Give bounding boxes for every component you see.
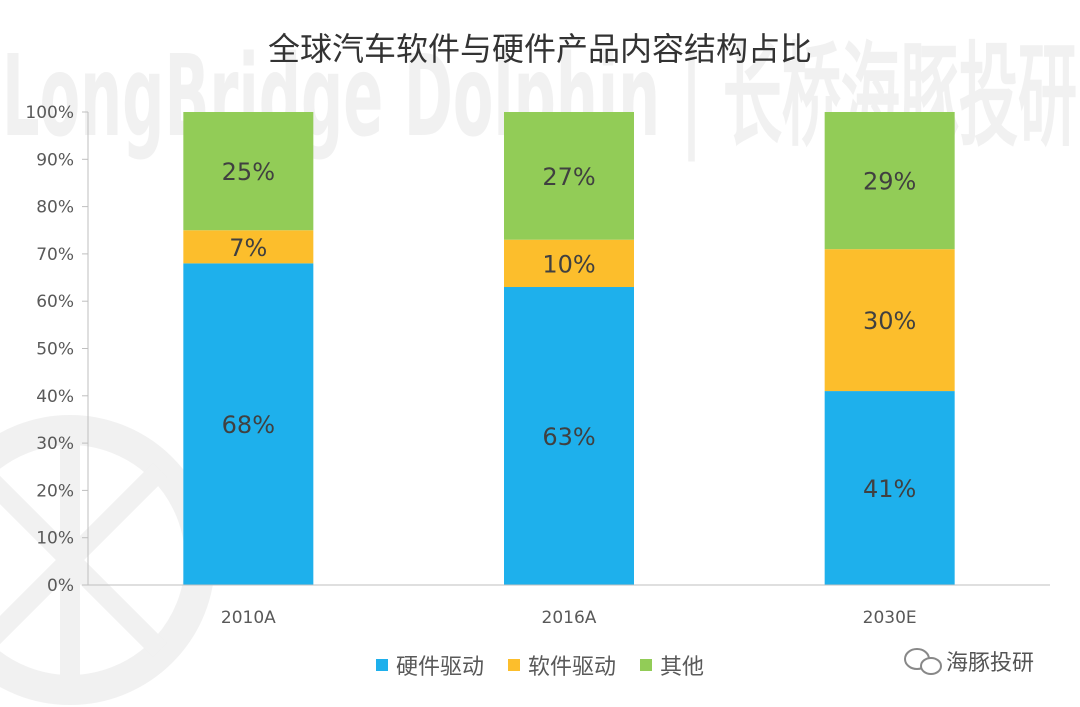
y-tick-label: 70% [36, 245, 74, 265]
y-axis: 0% 10% 20% 30% 40% 50% 60% 70% 80% 90% 100% [25, 103, 89, 596]
y-tick-label: 30% [36, 434, 74, 454]
data-label: 7% [229, 234, 267, 262]
legend-swatch [640, 659, 652, 671]
bars: 68% 7% 25% 63% 10% 27% 41% 30% 29% [183, 112, 955, 585]
bar-segment [504, 287, 634, 585]
data-label: 29% [863, 168, 916, 196]
bar-segment [824, 112, 955, 250]
wechat-icon [904, 648, 942, 675]
y-tick-label: 50% [36, 340, 74, 360]
y-tick-label: 100% [25, 103, 74, 123]
y-tick-label: 80% [36, 198, 74, 218]
bar-segment [504, 239, 634, 288]
data-label: 41% [863, 475, 916, 503]
data-label: 63% [542, 423, 595, 451]
data-label: 10% [542, 250, 595, 278]
bar-segment [183, 263, 314, 585]
y-tick-label: 10% [36, 529, 74, 549]
legend-label: 软件驱动 [528, 655, 616, 680]
legend-label: 硬件驱动 [396, 655, 484, 680]
x-axis: 2010A 2016A 2030E [88, 584, 1050, 628]
x-tick-label: 2030E [863, 608, 917, 628]
legend-label: 其他 [660, 655, 704, 680]
y-tick-label: 90% [36, 150, 74, 170]
brand-badge: 海豚投研 [904, 648, 1034, 676]
y-tick-label: 0% [47, 576, 74, 596]
legend-swatch [376, 659, 388, 671]
data-label: 25% [222, 158, 275, 186]
bar-segment [183, 230, 314, 264]
data-label: 68% [222, 411, 275, 439]
bar-segment [183, 112, 314, 231]
y-tick-label: 20% [36, 481, 74, 501]
data-label: 27% [542, 163, 595, 191]
legend-swatch [508, 659, 520, 671]
bar-segment [504, 112, 634, 240]
brand-name: 海豚投研 [946, 651, 1034, 676]
x-tick-label: 2016A [542, 608, 597, 628]
bar-segment [824, 391, 955, 585]
y-tick-label: 60% [36, 292, 74, 312]
data-label: 30% [863, 307, 916, 335]
bar-segment [824, 249, 955, 392]
y-tick-label: 40% [36, 387, 74, 407]
legend: 硬件驱动 软件驱动 其他 [376, 655, 704, 680]
x-tick-label: 2010A [221, 608, 276, 628]
chart-title: 全球汽车软件与硬件产品内容结构占比 [268, 30, 812, 68]
